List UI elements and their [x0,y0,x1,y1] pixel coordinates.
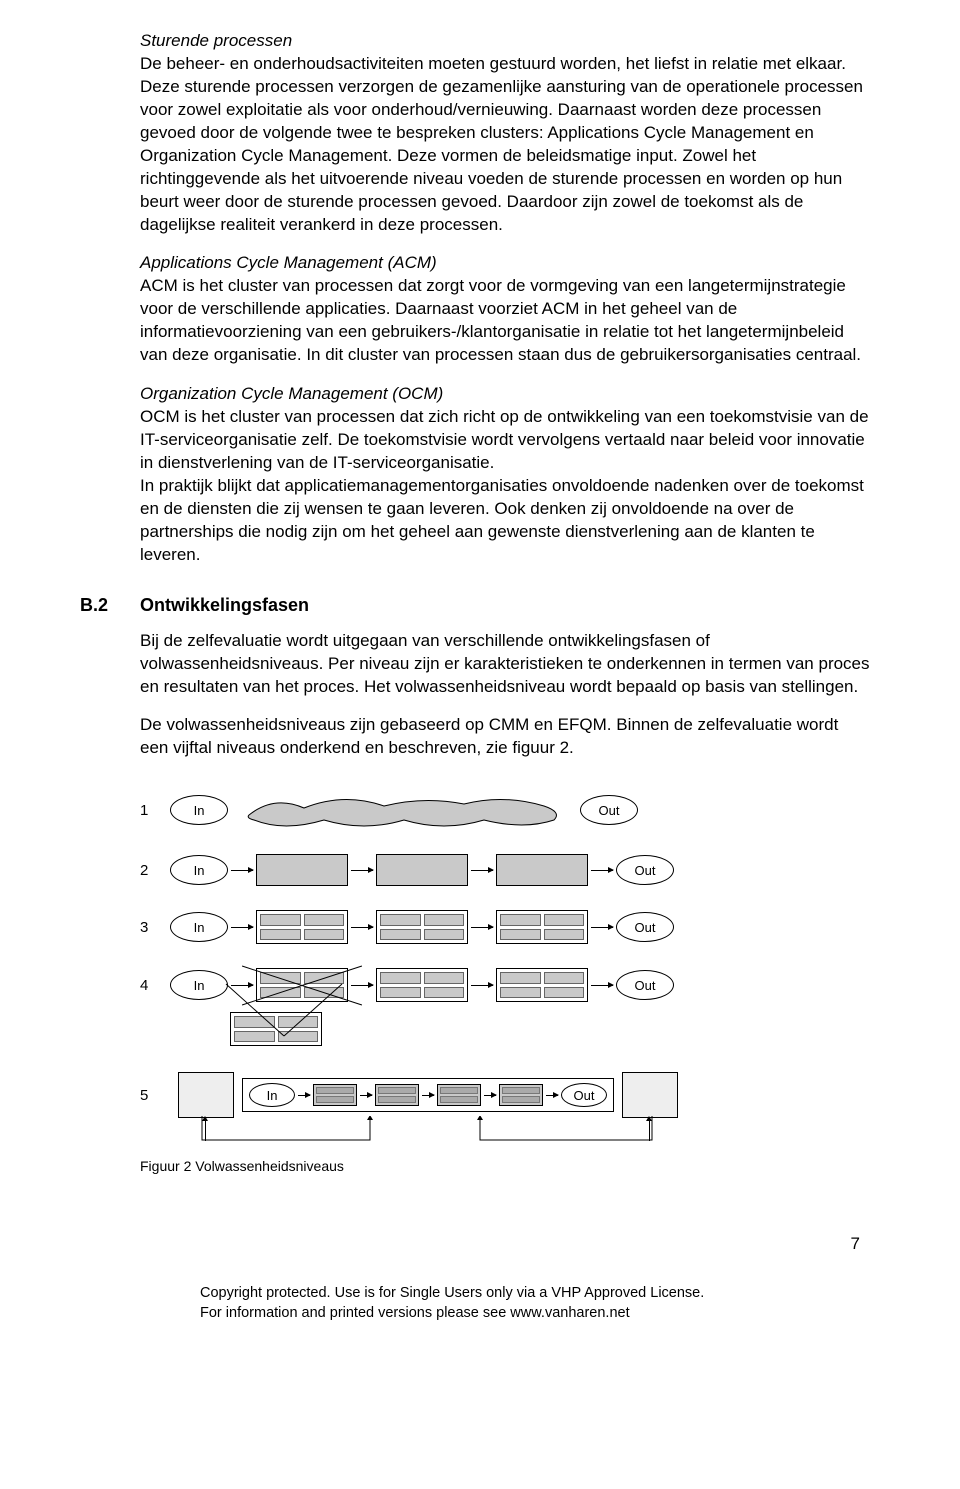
arrow-icon [360,1095,372,1096]
ocm-p1: OCM is het cluster van processen dat zic… [140,407,869,472]
arrow-icon [591,870,613,871]
ocm-heading: Organization Cycle Management (OCM) [140,384,443,403]
acm-heading: Applications Cycle Management (ACM) [140,253,437,272]
section-b2-row: B.2 Ontwikkelingsfasen [60,595,870,616]
subprocess-box [376,910,468,944]
arrow-icon [231,927,253,928]
sturende-block: Sturende processen De beheer- en onderho… [140,30,870,236]
figure-caption: Figuur 2 Volwassenheidsniveaus [140,1158,870,1174]
arrow-icon [351,985,373,986]
out-label: Out [635,920,656,935]
level-num-5: 5 [140,1087,170,1104]
ocm-block: Organization Cycle Management (OCM) OCM … [140,383,870,567]
section-title: Ontwikkelingsfasen [140,595,870,616]
mini-box [375,1084,419,1106]
out-ellipse-3: Out [616,912,674,942]
external-box-right [622,1072,678,1118]
ocm-p2: In praktijk blijkt dat applicatiemanagem… [140,476,864,564]
sturende-heading: Sturende processen [140,31,292,50]
mini-box [499,1084,543,1106]
fig-row-4: 4 In Out [140,968,870,1002]
acm-text: ACM is het cluster van processen dat zor… [140,276,861,364]
out-label: Out [635,978,656,993]
out-ellipse-1: Out [580,795,638,825]
fig-row-5: 5 In Out [140,1072,870,1118]
in-label: In [267,1088,278,1103]
subprocess-box [256,910,348,944]
subprocess-box [496,910,588,944]
process-box [376,854,468,886]
cloud-shape [244,790,564,830]
arrow-icon [471,985,493,986]
arrow-icon [351,870,373,871]
page: Sturende processen De beheer- en onderho… [0,0,960,1353]
page-number: 7 [60,1234,860,1254]
arrow-icon [591,927,613,928]
in-ellipse-5: In [249,1083,295,1107]
in-label: In [194,863,205,878]
in-ellipse-3: In [170,912,228,942]
acm-block: Applications Cycle Management (ACM) ACM … [140,252,870,367]
arrow-icon [351,927,373,928]
arrow-icon [298,1095,310,1096]
in-label: In [194,920,205,935]
out-ellipse-2: Out [616,855,674,885]
arrow-icon [591,985,613,986]
level-num-4: 4 [140,977,170,994]
in-ellipse-2: In [170,855,228,885]
external-box-left [178,1072,234,1118]
in-ellipse-4: In [170,970,228,1000]
footer: Copyright protected. Use is for Single U… [200,1284,870,1323]
b2-p2: De volwassenheidsniveaus zijn gebaseerd … [140,714,870,760]
arrow-icon [422,1095,434,1096]
level-num-1: 1 [140,802,170,819]
out-ellipse-5: Out [561,1083,607,1107]
sturende-text: De beheer- en onderhoudsactiviteiten moe… [140,54,863,234]
chain-box: In Out [242,1078,614,1112]
fig-row-1: 1 In Out [140,790,870,830]
mini-box [313,1084,357,1106]
arrow-icon [546,1095,558,1096]
level-num-3: 3 [140,919,170,936]
b2-p1: Bij de zelfevaluatie wordt uitgegaan van… [140,630,870,699]
footer-line-2: For information and printed versions ple… [200,1304,870,1324]
arrow-icon [471,870,493,871]
level-num-2: 2 [140,862,170,879]
fig-row-2: 2 In Out [140,854,870,886]
footer-line-1: Copyright protected. Use is for Single U… [200,1284,870,1304]
out-label: Out [574,1088,595,1103]
subprocess-box [376,968,468,1002]
out-ellipse-4: Out [616,970,674,1000]
in-ellipse-1: In [170,795,228,825]
feedback-lines [180,1116,680,1146]
connector-lines [224,982,344,1052]
process-box [256,854,348,886]
figure-2: 1 In Out 2 In Out 3 In [140,790,870,1118]
arrow-icon [484,1095,496,1096]
out-label: Out [599,803,620,818]
subprocess-box [496,968,588,1002]
process-box [496,854,588,886]
out-label: Out [635,863,656,878]
arrow-icon [471,927,493,928]
section-number: B.2 [80,595,108,616]
in-label: In [194,978,205,993]
arrow-icon [231,870,253,871]
mini-box [437,1084,481,1106]
fig-row-3: 3 In Out [140,910,870,944]
in-label: In [194,803,205,818]
